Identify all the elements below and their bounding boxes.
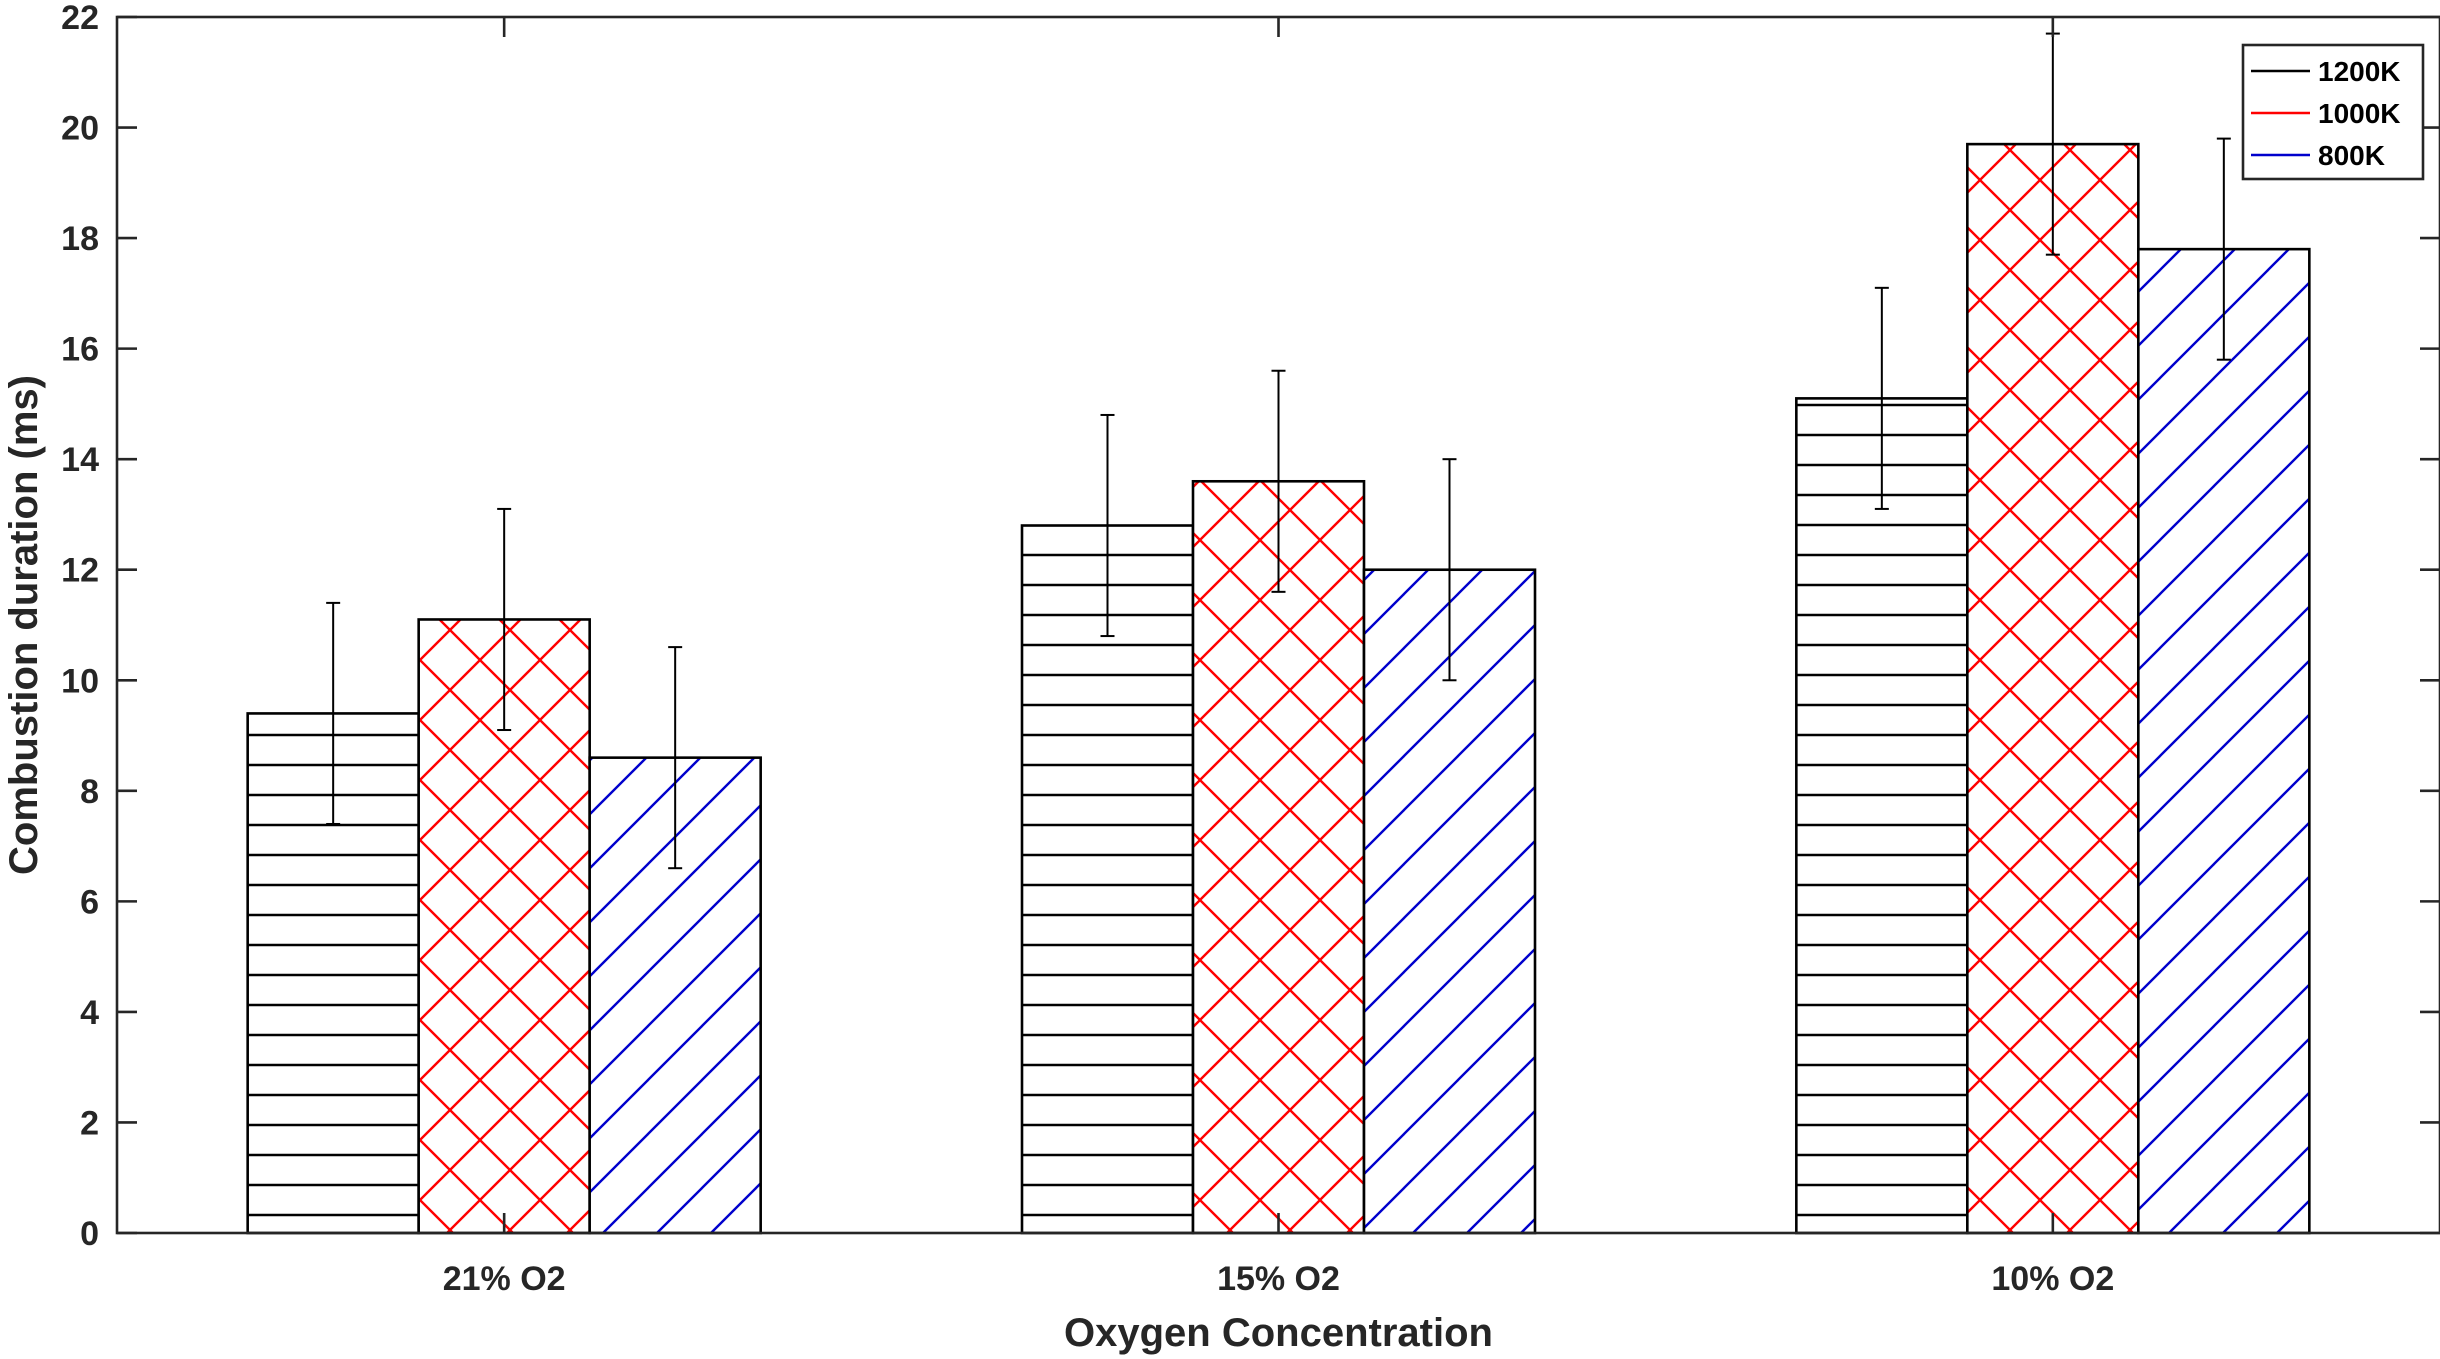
y-tick-label: 22 bbox=[61, 0, 99, 37]
y-tick-label: 8 bbox=[80, 773, 99, 811]
x-axis-title: Oxygen Concentration bbox=[1064, 1311, 1493, 1355]
bars-layer bbox=[246, 142, 2311, 1235]
bar-800K-2 bbox=[2137, 247, 2311, 1235]
y-tick-label: 16 bbox=[61, 331, 99, 369]
x-tick-label: 10% O2 bbox=[1991, 1260, 2114, 1298]
bar-1000K-1 bbox=[1191, 479, 1366, 1235]
y-axis-title: Combustion duration (ms) bbox=[2, 375, 46, 875]
bar-1000K-2 bbox=[1966, 142, 2140, 1235]
legend: 1200K 1000K 800K bbox=[2241, 43, 2425, 181]
y-tick-label: 14 bbox=[61, 441, 99, 479]
legend-label-1000K: 1000K bbox=[2318, 98, 2401, 129]
y-tick-label: 0 bbox=[80, 1215, 99, 1253]
y-tick-label: 6 bbox=[80, 883, 99, 921]
y-tick-label: 4 bbox=[80, 994, 99, 1032]
legend-label-1200K: 1200K bbox=[2318, 56, 2401, 87]
y-tick-label: 10 bbox=[61, 662, 99, 700]
y-tick-label: 12 bbox=[61, 552, 99, 590]
x-tick-label: 21% O2 bbox=[443, 1260, 566, 1298]
y-tick-label: 2 bbox=[80, 1104, 99, 1142]
axes-layer: 0 2 4 6 8 10 12 14 16 18 20 22 21% O2 15% O2 10% O2 bbox=[61, 0, 2440, 1298]
error-bars-layer bbox=[326, 32, 2231, 870]
legend-label-800K: 800K bbox=[2318, 140, 2385, 171]
x-tick-label: 15% O2 bbox=[1217, 1260, 1340, 1298]
y-tick-label: 20 bbox=[61, 110, 99, 148]
bar-1200K-2 bbox=[1795, 397, 1969, 1235]
y-tick-label: 18 bbox=[61, 220, 99, 258]
